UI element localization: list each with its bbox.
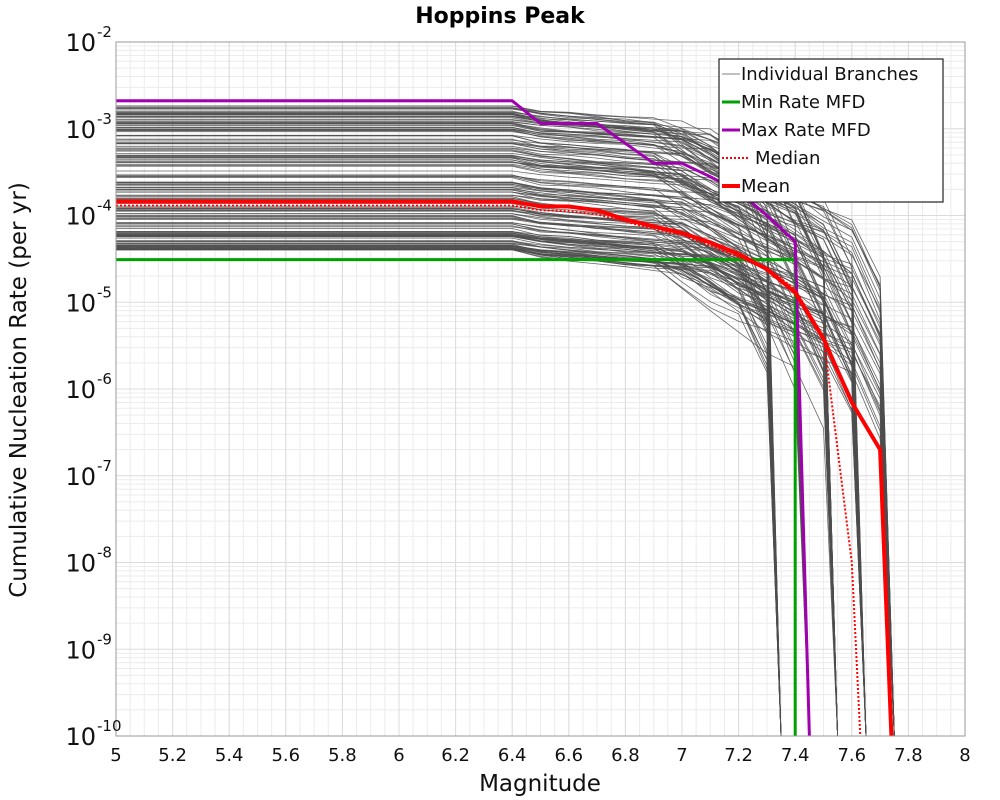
branch-line	[116, 121, 895, 737]
branch-line	[116, 153, 867, 737]
branch-line	[116, 217, 782, 737]
branch-line	[116, 248, 895, 737]
y-tick-exponent: -10	[97, 717, 122, 735]
x-axis-label: Magnitude	[479, 771, 601, 797]
x-tick-label: 5.6	[271, 745, 300, 766]
branch-line	[116, 156, 838, 737]
x-tick-labels: 5 5.2 5.4 5.6 5.8 6 6.2 6.4 6.6 6.8 7 7.2 7.4 7.6 7.8 8	[110, 745, 970, 766]
legend-label-mean: Mean	[741, 176, 790, 197]
branch-line	[116, 183, 838, 737]
chart-title: Hoppins Peak	[415, 4, 586, 29]
x-tick-label: 6.8	[611, 745, 640, 766]
max-rate-line	[116, 99, 811, 737]
x-tick-label: 6.4	[498, 745, 527, 766]
branch-line	[116, 223, 867, 737]
x-tick-label: 7.4	[781, 745, 810, 766]
y-axis-label: Cumulative Nucleation Rate (per yr)	[6, 182, 32, 598]
x-tick-label: 5.4	[215, 745, 244, 766]
branch-line	[116, 107, 895, 737]
branch-line	[116, 111, 895, 737]
branch-line	[116, 174, 867, 737]
y-tick-exponent: -9	[97, 630, 112, 648]
branch-line	[116, 159, 782, 737]
y-tick-exponent: -3	[97, 110, 112, 128]
x-tick-label: 6	[393, 745, 404, 766]
branch-line	[116, 182, 895, 737]
branch-line	[116, 170, 895, 737]
x-tick-label: 7	[676, 745, 687, 766]
x-tick-label: 6.6	[554, 745, 583, 766]
branch-line	[116, 156, 895, 737]
x-tick-label: 6.2	[441, 745, 470, 766]
branch-line	[116, 148, 838, 737]
y-tick-base: 10	[65, 116, 96, 144]
legend-label-median: Median	[755, 148, 820, 169]
branch-line	[116, 123, 895, 737]
y-tick-exponent: -4	[97, 197, 112, 215]
branch-line	[116, 235, 895, 737]
y-tick-base: 10	[65, 29, 96, 57]
y-tick-base: 10	[65, 463, 96, 491]
y-tick-base: 10	[65, 376, 96, 404]
branch-line	[116, 242, 782, 737]
branch-line	[116, 249, 810, 737]
branch-line	[116, 210, 895, 737]
branch-line	[116, 234, 810, 737]
legend-label-max-rate: Max Rate MFD	[741, 120, 871, 141]
y-tick-exponent: -8	[97, 544, 112, 562]
branch-line	[116, 165, 867, 737]
legend-label-individual-branches: Individual Branches	[741, 64, 918, 85]
x-tick-label: 7.8	[894, 745, 923, 766]
branch-line	[116, 246, 895, 737]
branch-line	[116, 141, 867, 737]
branch-line	[116, 162, 867, 737]
y-tick-base: 10	[65, 636, 96, 664]
legend-label-min-rate: Min Rate MFD	[741, 92, 865, 113]
branch-line	[116, 228, 895, 737]
legend: Individual Branches Min Rate MFD Max Rat…	[718, 58, 944, 203]
branch-line	[116, 191, 867, 737]
y-tick-base: 10	[65, 550, 96, 578]
summary-series	[116, 99, 894, 737]
x-tick-label: 5	[110, 745, 121, 766]
y-tick-exponent: -5	[97, 283, 112, 301]
x-tick-label: 5.2	[158, 745, 187, 766]
mean-line	[116, 199, 894, 737]
plot-frame	[115, 41, 966, 737]
x-tick-label: 8	[959, 745, 970, 766]
branch-line	[116, 236, 867, 737]
x-tick-label: 5.8	[328, 745, 357, 766]
branch-line	[116, 249, 867, 737]
y-tick-exponent: -7	[97, 457, 112, 475]
branch-line	[116, 187, 867, 737]
branch-line	[116, 138, 867, 737]
y-tick-exponent: -2	[97, 23, 112, 41]
y-tick-base: 10	[65, 723, 96, 751]
branch-line	[116, 161, 867, 737]
legend-box	[718, 58, 944, 203]
x-tick-label: 7.2	[724, 745, 753, 766]
y-tick-base: 10	[65, 203, 96, 231]
y-tick-exponent: -6	[97, 370, 112, 388]
x-tick-label: 7.6	[837, 745, 866, 766]
branch-line	[116, 155, 867, 737]
y-tick-base: 10	[65, 289, 96, 317]
